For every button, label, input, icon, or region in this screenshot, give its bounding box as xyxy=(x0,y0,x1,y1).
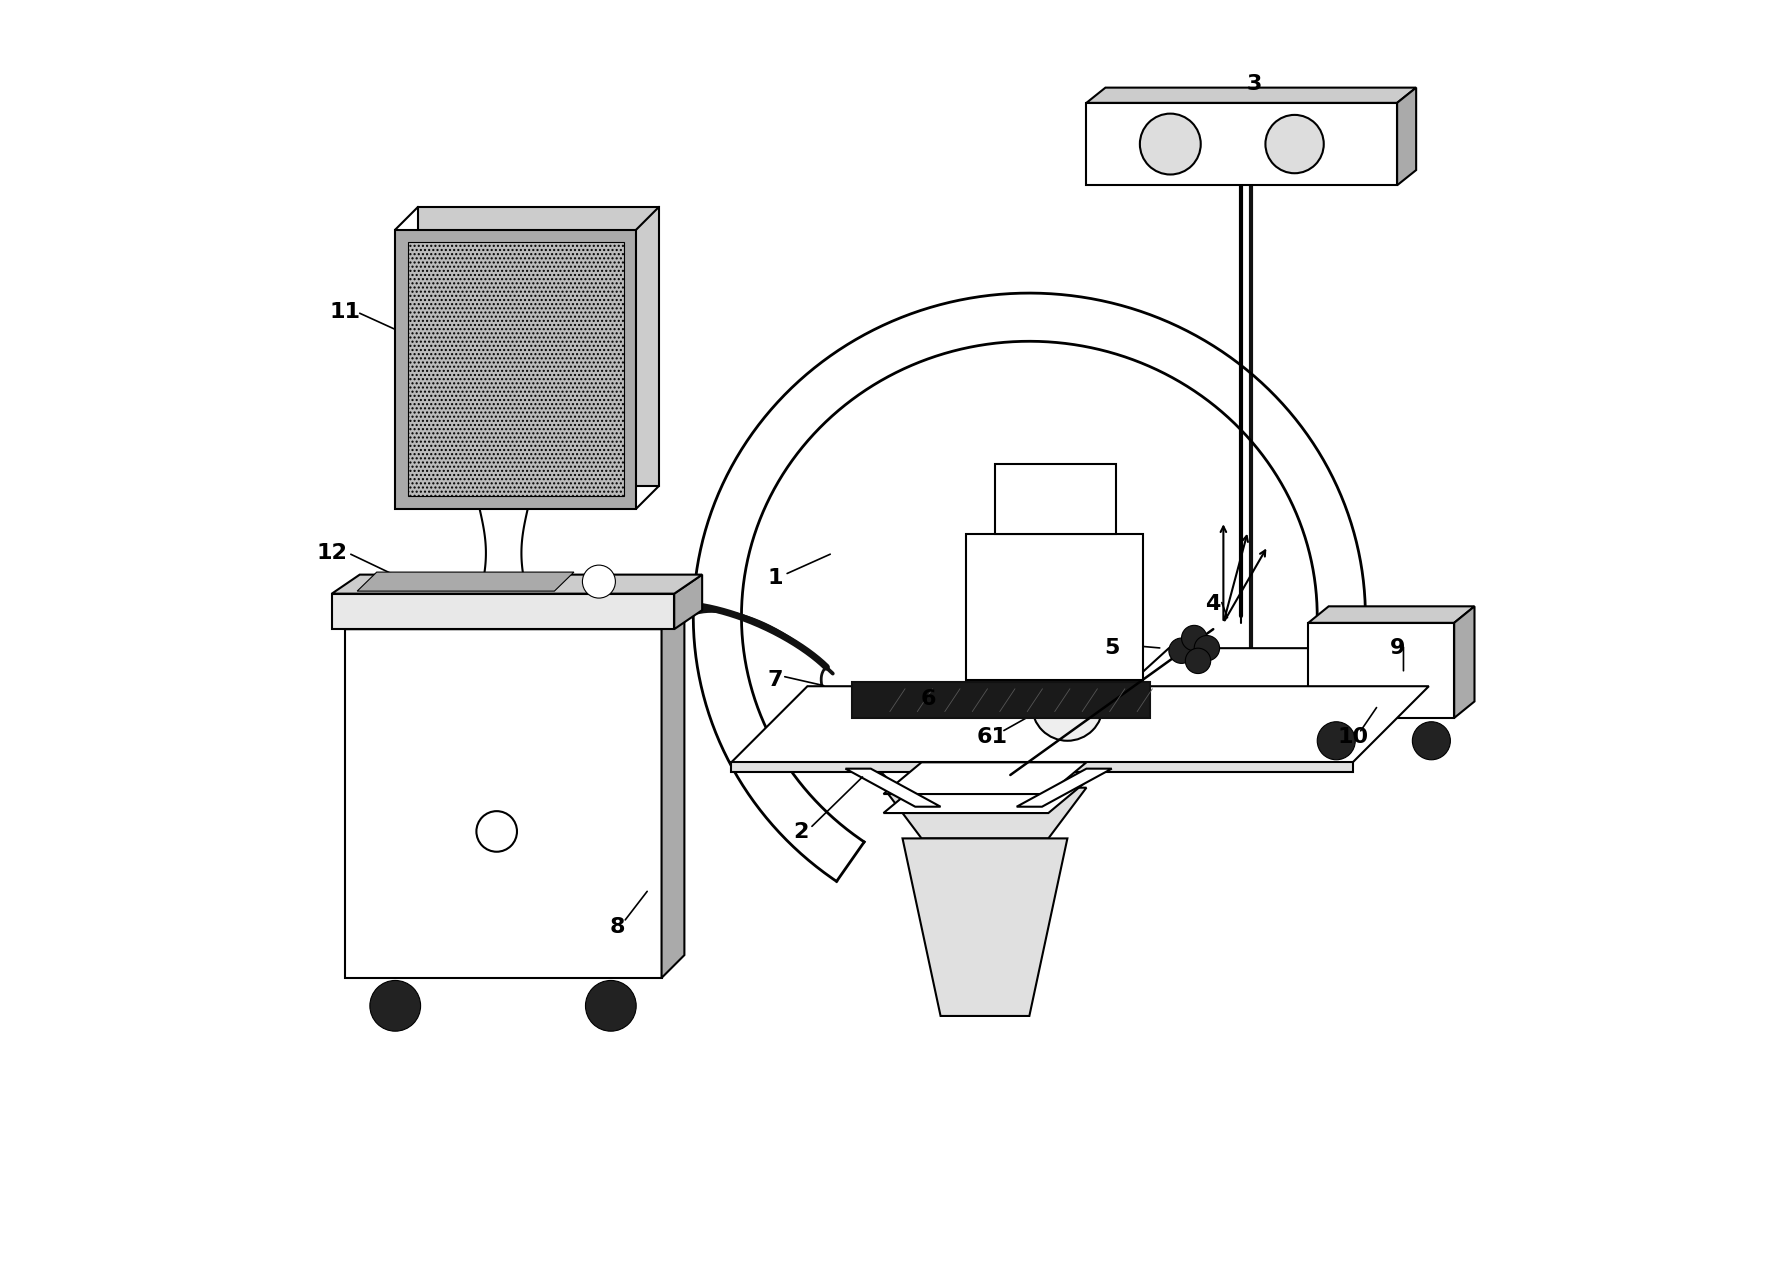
Circle shape xyxy=(1265,114,1323,173)
Circle shape xyxy=(1168,638,1194,663)
Polygon shape xyxy=(1099,648,1474,712)
Polygon shape xyxy=(1016,769,1111,807)
Circle shape xyxy=(1412,722,1451,760)
Circle shape xyxy=(1182,625,1207,651)
Polygon shape xyxy=(345,606,684,629)
Text: 9: 9 xyxy=(1389,638,1405,658)
Polygon shape xyxy=(396,230,636,508)
Circle shape xyxy=(1316,722,1355,760)
Polygon shape xyxy=(884,763,1087,794)
Polygon shape xyxy=(1308,606,1474,623)
Bar xyxy=(995,464,1115,534)
Polygon shape xyxy=(884,788,1087,839)
Polygon shape xyxy=(661,606,684,977)
Polygon shape xyxy=(732,686,1430,763)
Polygon shape xyxy=(419,207,659,486)
Bar xyxy=(408,243,624,496)
Text: 1: 1 xyxy=(769,568,783,588)
Circle shape xyxy=(1032,670,1103,741)
Polygon shape xyxy=(675,574,701,629)
Text: 2: 2 xyxy=(793,822,809,843)
Bar xyxy=(345,629,661,977)
Bar xyxy=(967,534,1143,680)
Text: 11: 11 xyxy=(329,302,360,322)
Text: 6: 6 xyxy=(921,689,937,709)
Circle shape xyxy=(1186,648,1210,674)
Bar xyxy=(332,594,675,629)
Bar xyxy=(852,683,1150,718)
Circle shape xyxy=(477,811,518,852)
Polygon shape xyxy=(845,769,940,807)
Circle shape xyxy=(369,980,421,1031)
Bar xyxy=(1087,103,1398,186)
Polygon shape xyxy=(732,763,1354,773)
Polygon shape xyxy=(1087,88,1415,103)
Polygon shape xyxy=(332,574,701,594)
Polygon shape xyxy=(1454,606,1474,718)
Text: 8: 8 xyxy=(610,918,626,937)
Circle shape xyxy=(583,566,615,599)
Text: 12: 12 xyxy=(316,543,348,563)
Polygon shape xyxy=(357,572,574,591)
Polygon shape xyxy=(903,839,1067,1016)
Circle shape xyxy=(585,980,636,1031)
Text: 4: 4 xyxy=(1205,594,1221,614)
Polygon shape xyxy=(1398,88,1415,186)
Text: 5: 5 xyxy=(1104,638,1120,658)
Text: 61: 61 xyxy=(977,727,1007,747)
Text: 10: 10 xyxy=(1338,727,1368,747)
Bar xyxy=(1308,623,1454,718)
Text: 7: 7 xyxy=(769,670,783,690)
Circle shape xyxy=(1140,113,1202,174)
Circle shape xyxy=(1194,636,1219,661)
Polygon shape xyxy=(884,782,1087,813)
Text: 3: 3 xyxy=(1246,74,1262,94)
